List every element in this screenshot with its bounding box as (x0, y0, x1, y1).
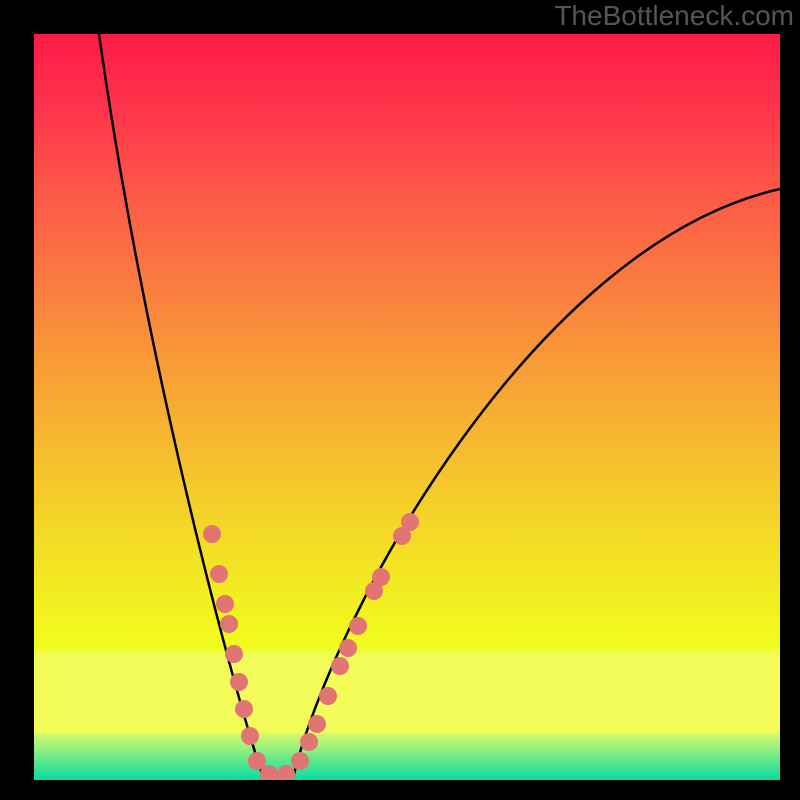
data-marker (235, 700, 253, 718)
plot-svg (34, 34, 780, 780)
data-marker (210, 565, 228, 583)
data-marker (220, 615, 238, 633)
chart-frame: TheBottleneck.com (0, 0, 800, 800)
data-marker (291, 752, 309, 770)
plot-area (34, 34, 780, 780)
data-marker (241, 727, 259, 745)
data-marker (300, 733, 318, 751)
data-marker (372, 568, 390, 586)
data-marker (308, 715, 326, 733)
data-marker (401, 513, 419, 531)
data-marker (349, 617, 367, 635)
data-marker (216, 595, 234, 613)
data-marker (225, 645, 243, 663)
data-marker (331, 657, 349, 675)
data-marker (203, 525, 221, 543)
gradient-background (34, 34, 780, 780)
data-marker (319, 687, 337, 705)
data-marker (230, 673, 248, 691)
data-marker (339, 639, 357, 657)
watermark-text: TheBottleneck.com (554, 0, 794, 32)
